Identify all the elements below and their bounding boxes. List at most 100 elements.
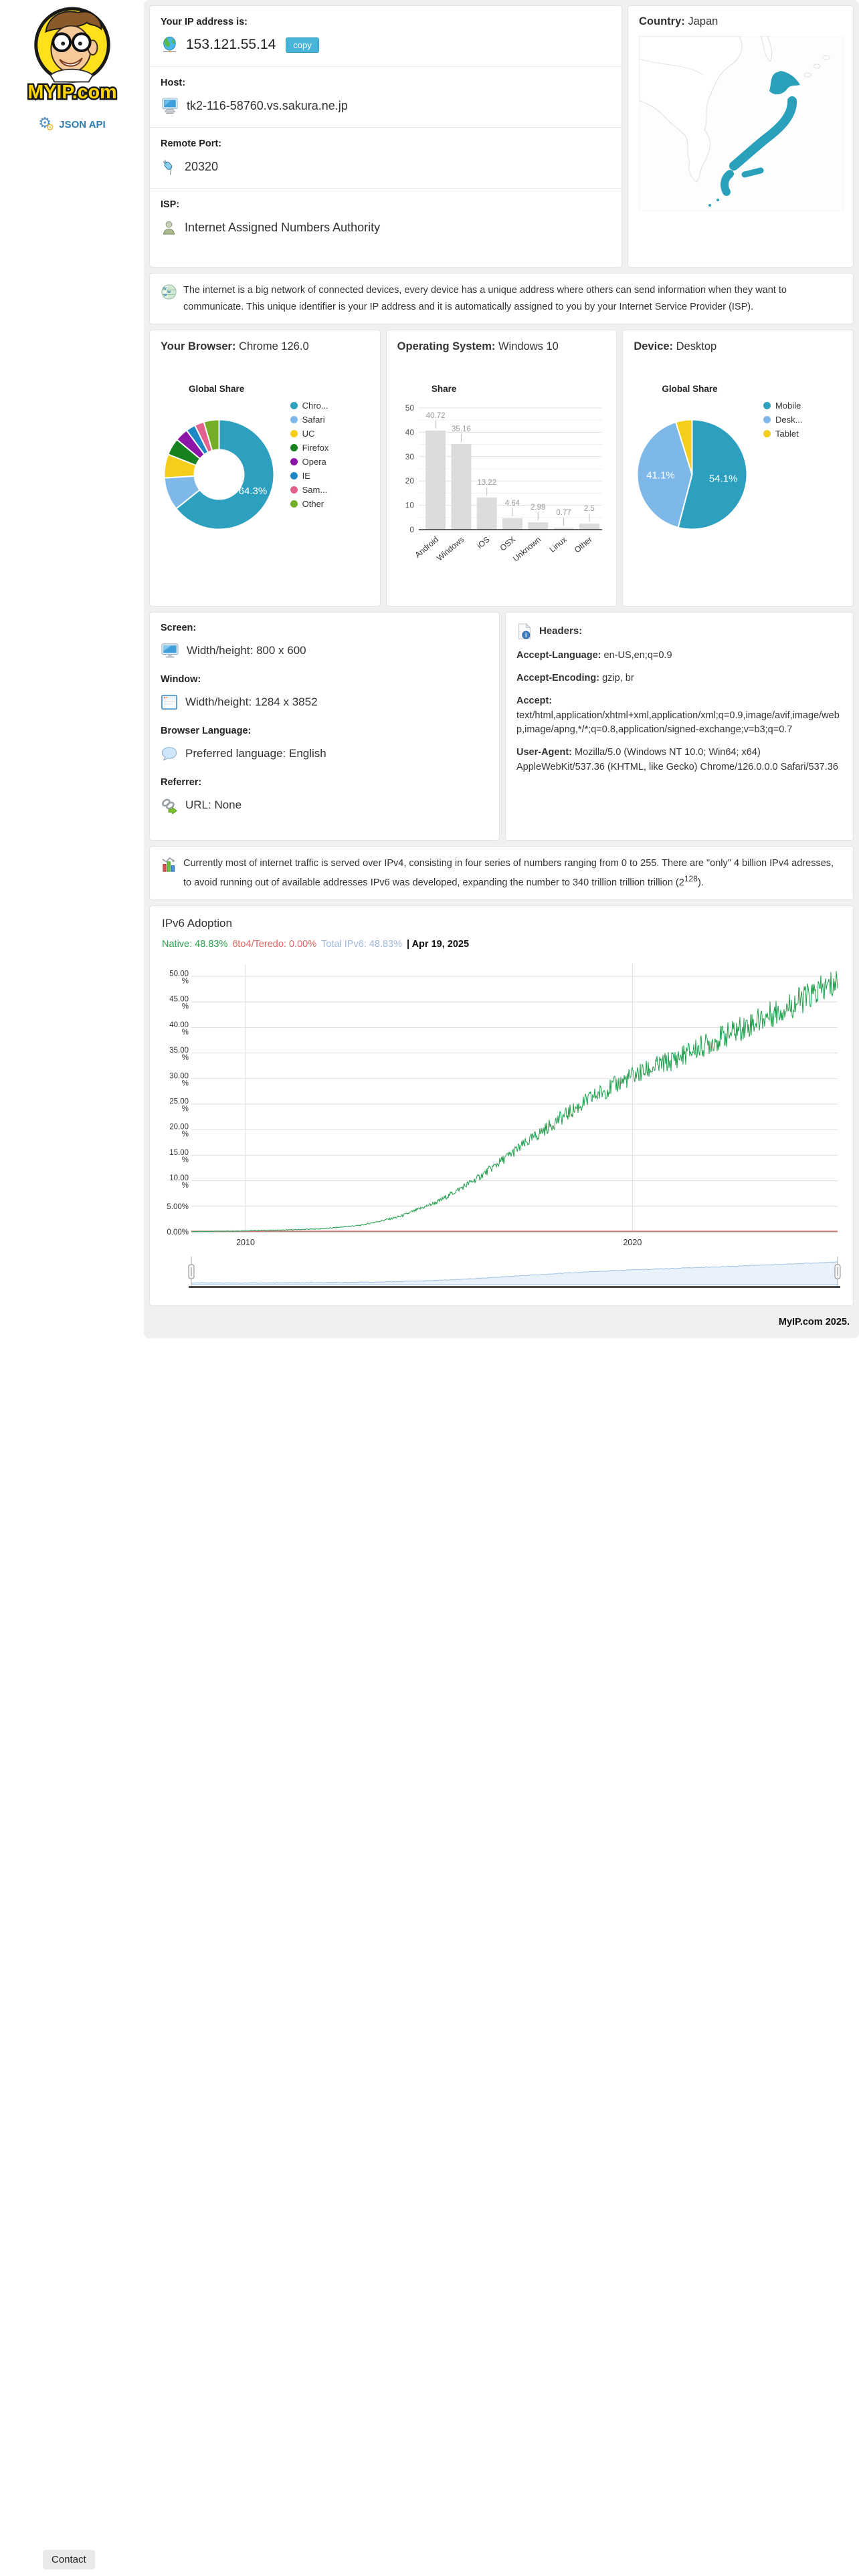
ipv6-adoption-chart: 50.00%45.00%40.00%35.00%30.00%25.00%20.0…	[167, 964, 838, 1247]
ip-label: Your IP address is:	[161, 17, 248, 27]
host-value: tk2-116-58760.vs.sakura.ne.jp	[187, 98, 348, 112]
svg-text:40: 40	[405, 428, 414, 437]
ipv4-info-card: Currently most of internet traffic is se…	[149, 846, 854, 901]
copy-ip-button[interactable]: copy	[286, 37, 319, 53]
svg-text:50.00: 50.00	[169, 970, 189, 978]
port-label: Remote Port:	[161, 138, 222, 149]
main-content: Your IP address is: 153.121.55.14 copy Ho…	[144, 0, 859, 1339]
japan-map	[638, 35, 844, 212]
language-value: Preferred language: English	[185, 747, 326, 760]
ipv4-text-sup: 128	[684, 873, 698, 883]
svg-text:20: 20	[405, 476, 414, 486]
chart-icon	[161, 857, 177, 873]
svg-text:%: %	[182, 978, 189, 986]
ipv6-legend-item: Native: 48.83%	[162, 939, 228, 950]
logo-text: MYIP.com	[27, 82, 116, 103]
ip-value: 153.121.55.14	[186, 37, 276, 52]
screen-section: Screen: Width/height: 800 x 600	[161, 623, 488, 660]
svg-text:i: i	[525, 632, 527, 639]
referrer-value: URL: None	[185, 798, 242, 812]
ipv6-adoption-card: IPv6 Adoption Native: 48.83% 6to4/Teredo:…	[149, 905, 854, 1307]
svg-text:2010: 2010	[236, 1238, 255, 1247]
svg-text:%: %	[182, 1156, 189, 1164]
screen-label: Screen:	[161, 623, 197, 634]
myip-logo[interactable]: MYIP.com	[16, 4, 128, 106]
globe-icon	[161, 36, 179, 54]
contact-button[interactable]: Contact	[43, 2550, 95, 2569]
referrer-section: Referrer: URL: None	[161, 777, 488, 815]
device-chart-legend: Mobile Desk... Tablet	[763, 399, 802, 441]
svg-text:%: %	[182, 1029, 189, 1037]
svg-text:2020: 2020	[623, 1238, 642, 1247]
isp-value: Internet Assigned Numbers Authority	[185, 220, 381, 234]
monitor-icon	[161, 643, 179, 659]
port-value: 20320	[185, 159, 219, 173]
browser-share-chart: 64.3%	[161, 416, 278, 536]
svg-text:40.00: 40.00	[169, 1021, 189, 1029]
legend-item: Sam...	[290, 483, 329, 497]
legend-item: Tablet	[763, 427, 802, 441]
os-share-chart: 0 10 20 30 40 50 40.72 Android 35.16 Windows 13.22…	[389, 396, 613, 585]
legend-item: Firefox	[290, 441, 328, 455]
svg-text:64.3%: 64.3%	[239, 486, 268, 497]
country-label: Country:	[639, 15, 685, 27]
svg-text:Linux: Linux	[547, 535, 568, 554]
device-share-chart: 54.1% 41.1%	[634, 416, 751, 536]
country-line: Country: Japan	[639, 15, 842, 28]
ip-row: Your IP address is: 153.121.55.14 copy	[150, 6, 622, 66]
legend-item: Opera	[290, 455, 329, 469]
svg-text:0.00%: 0.00%	[167, 1228, 189, 1237]
client-info-card: Screen: Width/height: 800 x 600 Window: …	[149, 612, 500, 841]
svg-text:iOS: iOS	[475, 535, 491, 551]
os-card-title: Operating System: Windows 10	[397, 340, 559, 353]
svg-text:35.00: 35.00	[169, 1047, 189, 1055]
svg-text:41.1%: 41.1%	[647, 470, 676, 481]
svg-text:54.1%: 54.1%	[709, 473, 738, 485]
intro-text: The internet is a big network of connect…	[183, 285, 787, 312]
person-icon	[161, 219, 177, 236]
headers-card: i Headers: Accept-Language: en-US,en;q=0…	[505, 612, 854, 841]
svg-text:5.00%: 5.00%	[167, 1203, 189, 1211]
ipv6-navigator[interactable]	[162, 1254, 842, 1291]
ipv6-legend-item: Total IPv6: 48.83%	[321, 939, 403, 950]
svg-text:w: w	[167, 290, 171, 294]
window-value: Width/height: 1284 x 3852	[185, 695, 318, 709]
svg-text:Windows: Windows	[435, 535, 466, 563]
navigator-handle-right[interactable]	[834, 1257, 841, 1287]
device-card: Device: Desktop Global Share 54.1% 41.1% …	[622, 330, 854, 607]
svg-text:15.00: 15.00	[169, 1149, 189, 1157]
legend-item: UC	[290, 427, 329, 441]
svg-text:13.22: 13.22	[477, 479, 496, 487]
legend-item: Safari	[290, 413, 329, 427]
port-row: Remote Port: 20320	[150, 127, 622, 188]
header-item: User-Agent: Mozilla/5.0 (Windows NT 10.0…	[516, 747, 838, 772]
svg-text:40.72: 40.72	[425, 412, 445, 420]
svg-text:%: %	[182, 1080, 189, 1088]
device-chart-title: Global Share	[662, 384, 718, 395]
navigator-handle-left[interactable]	[188, 1257, 195, 1287]
svg-text:w: w	[163, 293, 167, 298]
myip-logo-image: MYIP.com	[26, 7, 118, 105]
svg-text:Unknown: Unknown	[511, 535, 543, 564]
svg-text:10: 10	[405, 501, 414, 510]
language-section: Browser Language: Preferred language: En…	[161, 726, 488, 763]
host-label: Host:	[161, 78, 186, 88]
referrer-label: Referrer:	[161, 777, 202, 788]
device-card-title: Device: Desktop	[634, 340, 717, 353]
os-chart-title: Share	[431, 384, 457, 395]
ipv4-text: Currently most of internet traffic is se…	[183, 858, 834, 888]
gear-icon: ⚙ ⚙	[38, 114, 54, 132]
svg-text:30: 30	[405, 452, 414, 461]
browser-card-title: Your Browser: Chrome 126.0	[161, 340, 309, 353]
isp-label: ISP:	[161, 199, 180, 210]
plug-icon	[161, 158, 177, 175]
host-row: Host: tk2-116-58760.vs.sakura.ne.jp	[150, 66, 622, 127]
svg-text:2.5: 2.5	[584, 505, 595, 513]
svg-text:35.16: 35.16	[452, 425, 471, 433]
svg-text:Other: Other	[572, 535, 593, 555]
json-api-link[interactable]: ⚙ ⚙ JSON API	[38, 116, 105, 133]
window-icon	[161, 694, 178, 710]
legend-item: Other	[290, 497, 329, 511]
